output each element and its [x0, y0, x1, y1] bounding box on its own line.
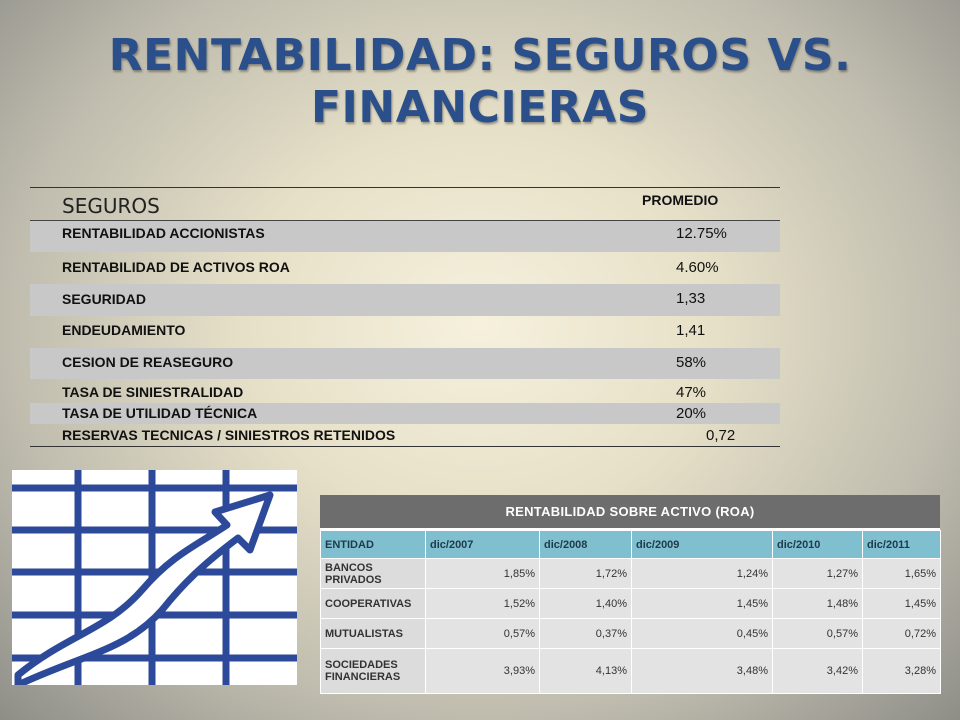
table-row: SOCIEDADES FINANCIERAS 3,93% 4,13% 3,48%…: [320, 648, 941, 694]
column-header: dic/2007: [425, 530, 540, 559]
entity-cell: MUTUALISTAS: [320, 618, 426, 649]
entity-cell: SOCIEDADES FINANCIERAS: [320, 648, 426, 694]
value-cell: 0,57%: [772, 618, 863, 649]
value-cell: 1,48%: [772, 588, 863, 619]
value-cell: 0,57%: [425, 618, 540, 649]
table-row: BANCOS PRIVADOS 1,85% 1,72% 1,24% 1,27% …: [320, 558, 941, 589]
value-cell: 0,72%: [862, 618, 941, 649]
roa-header-row: ENTIDAD dic/2007 dic/2008 dic/2009 dic/2…: [320, 530, 941, 559]
row-value: 20%: [676, 405, 707, 422]
value-cell: 1,52%: [425, 588, 540, 619]
table-row: MUTUALISTAS 0,57% 0,37% 0,45% 0,57% 0,72…: [320, 618, 941, 649]
value-cell: 3,93%: [425, 648, 540, 694]
value-cell: 1,45%: [631, 588, 773, 619]
title-line-2: FINANCIERAS: [311, 82, 649, 133]
value-cell: 1,85%: [425, 558, 540, 589]
table-row: RESERVAS TECNICAS / SINIESTROS RETENIDOS…: [30, 424, 780, 446]
table-row: COOPERATIVAS 1,52% 1,40% 1,45% 1,48% 1,4…: [320, 588, 941, 619]
table-row: SEGURIDAD 1,33: [30, 284, 780, 316]
table-row: RENTABILIDAD ACCIONISTAS 12.75%: [30, 221, 780, 252]
entity-cell: COOPERATIVAS: [320, 588, 426, 619]
value-cell: 3,48%: [631, 648, 773, 694]
row-value: 58%: [676, 354, 707, 371]
value-cell: 1,24%: [631, 558, 773, 589]
column-header: ENTIDAD: [320, 530, 426, 559]
table-row: TASA DE UTILIDAD TÉCNICA 20%: [30, 403, 780, 424]
value-cell: 3,28%: [862, 648, 941, 694]
entity-cell: BANCOS PRIVADOS: [320, 558, 426, 589]
row-value: 1,41: [676, 322, 706, 339]
roa-table-title: RENTABILIDAD SOBRE ACTIVO (ROA): [320, 495, 940, 530]
row-label: ENDEUDAMIENTO: [62, 322, 186, 338]
table-row: TASA DE SINIESTRALIDAD 47%: [30, 379, 780, 403]
row-label: TASA DE UTILIDAD TÉCNICA: [62, 405, 258, 421]
row-value: 4.60%: [676, 259, 719, 276]
table-row: RENTABILIDAD DE ACTIVOS ROA 4.60%: [30, 252, 780, 284]
row-value: 1,33: [676, 290, 706, 307]
row-label: RENTABILIDAD DE ACTIVOS ROA: [62, 259, 290, 275]
growth-chart-icon: [12, 470, 297, 689]
value-cell: 4,13%: [539, 648, 632, 694]
column-header: dic/2009: [631, 530, 773, 559]
seguros-header-label: SEGUROS: [62, 194, 160, 218]
value-cell: 1,72%: [539, 558, 632, 589]
seguros-table: SEGUROS PROMEDIO RENTABILIDAD ACCIONISTA…: [30, 187, 780, 447]
row-value: 0,72: [706, 427, 736, 444]
column-header: dic/2010: [772, 530, 863, 559]
row-label: SEGURIDAD: [62, 291, 147, 307]
page-title: RENTABILIDAD: SEGUROS VS. FINANCIERAS: [0, 30, 960, 134]
table-row: CESION DE REASEGURO 58%: [30, 348, 780, 379]
row-label: CESION DE REASEGURO: [62, 354, 234, 370]
value-cell: 1,27%: [772, 558, 863, 589]
value-cell: 0,45%: [631, 618, 773, 649]
title-line-1: RENTABILIDAD: SEGUROS VS.: [108, 30, 852, 81]
roa-table: ENTIDAD dic/2007 dic/2008 dic/2009 dic/2…: [320, 530, 941, 694]
row-value: 12.75%: [676, 225, 727, 242]
promedio-header: PROMEDIO: [642, 192, 719, 208]
growth-chart-illustration: [12, 470, 297, 689]
seguros-table-header: SEGUROS PROMEDIO: [30, 188, 780, 221]
column-header: dic/2008: [539, 530, 632, 559]
row-label: TASA DE SINIESTRALIDAD: [62, 384, 244, 400]
value-cell: 1,40%: [539, 588, 632, 619]
row-value: 47%: [676, 384, 707, 401]
value-cell: 1,45%: [862, 588, 941, 619]
column-header: dic/2011: [862, 530, 941, 559]
value-cell: 1,65%: [862, 558, 941, 589]
value-cell: 3,42%: [772, 648, 863, 694]
table-row: ENDEUDAMIENTO 1,41: [30, 316, 780, 348]
value-cell: 0,37%: [539, 618, 632, 649]
roa-table-image: RENTABILIDAD SOBRE ACTIVO (ROA) ENTIDAD …: [320, 495, 941, 694]
row-label: RESERVAS TECNICAS / SINIESTROS RETENIDOS: [62, 427, 396, 443]
row-label: RENTABILIDAD ACCIONISTAS: [62, 225, 265, 241]
